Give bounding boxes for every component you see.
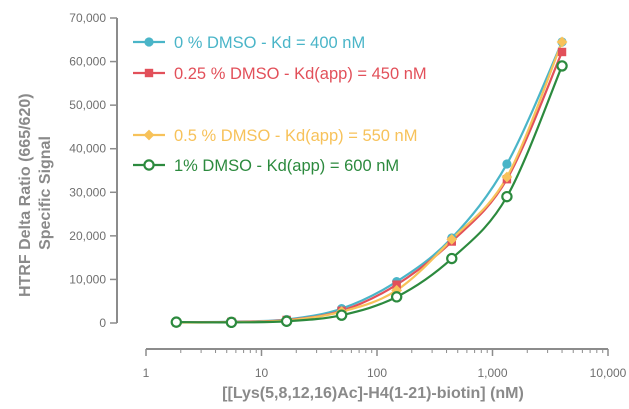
legend-label: 1% DMSO - Kd(app) = 600 nM [174,157,399,175]
legend-marker [144,68,154,78]
legend-marker [143,159,155,171]
x-tick-label: 10,000 [590,366,627,380]
legend-item-4: 1% DMSO - Kd(app) = 600 nM [133,157,399,175]
legend-label: 0 % DMSO - Kd = 400 nM [174,34,365,52]
y-axis-label-line-2: Specific Signal [37,136,54,250]
legend-marker [144,37,154,47]
legend-marker [143,129,155,141]
y-tick-label: 30,000 [69,185,106,199]
y-tick-label: 20,000 [69,229,106,243]
x-tick-label: 10 [255,366,269,380]
x-tick-label: 1 [143,366,150,380]
y-tick-label: 60,000 [69,55,106,69]
legend-item-2: 0.25 % DMSO - Kd(app) = 450 nM [133,65,427,83]
data-point-series-3 [556,36,568,48]
legend-item-1: 0 % DMSO - Kd = 400 nM [133,34,365,52]
tick-labels-group: 0 10,000 20,000 30,000 40,000 50,000 60,000 70,… [69,11,626,380]
data-point-series-4 [446,252,458,265]
y-tick-label: 10,000 [69,272,106,286]
data-point-series-4 [280,315,293,327]
y-tick-label: 50,000 [69,98,106,112]
data-point-series-1 [502,159,512,169]
x-axis-label: [[Lys(5,8,12,16)Ac]-H4(1-21)-biotin] (nM… [222,385,524,402]
data-point-series-4 [501,190,513,203]
data-point-series-2 [392,280,401,289]
data-point-series-2 [557,47,567,57]
x-tick-label: 100 [367,366,387,380]
legend-label: 0.5 % DMSO - Kd(app) = 550 nM [174,127,417,145]
legend-item-3: 0.5 % DMSO - Kd(app) = 550 nM [133,127,417,145]
legend-label: 0.25 % DMSO - Kd(app) = 450 nM [174,65,427,83]
data-point-series-4 [170,316,183,328]
series-curve-2 [176,51,564,324]
data-point-series-4 [335,309,348,321]
y-tick-label: 70,000 [69,11,106,25]
axes-group [110,17,609,356]
markers-group [170,36,568,329]
data-point-series-3 [501,171,513,183]
data-point-series-4 [225,316,238,329]
data-point-series-3 [446,233,458,245]
y-axis-label: HTRF Delta Ratio (665/620) Specific Sign… [17,89,54,297]
y-tick-label: 0 [99,316,106,330]
data-point-series-4 [390,291,403,303]
legend: 0 % DMSO - Kd = 400 nM 0.25 % DMSO - Kd(a… [133,34,427,175]
y-tick-label: 40,000 [69,142,106,156]
x-tick-label: 1,000 [477,366,507,380]
data-point-series-4 [556,60,568,72]
y-axis-label-line-1: HTRF Delta Ratio (665/620) [17,93,34,297]
